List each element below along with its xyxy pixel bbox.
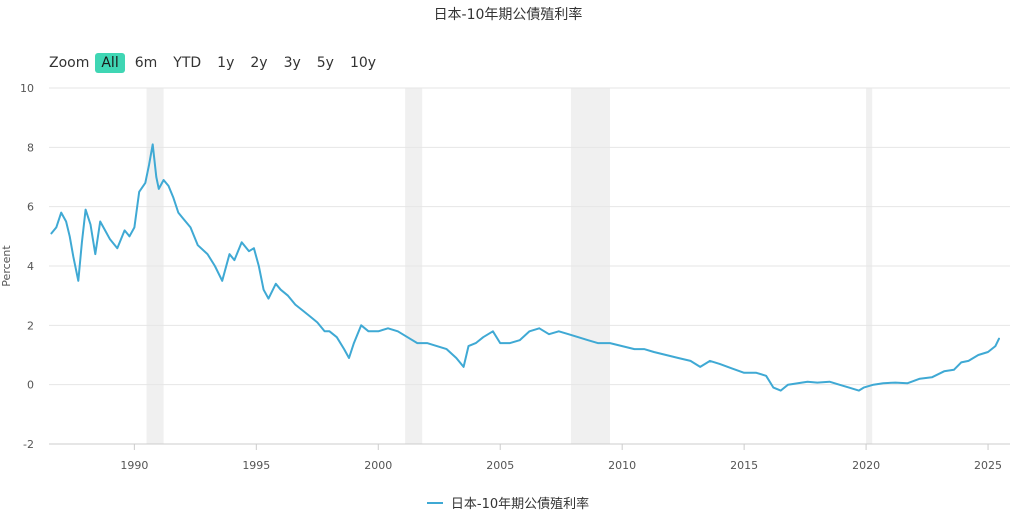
x-tick-label: 2010 — [608, 459, 636, 472]
series-line[interactable] — [50, 143, 1000, 392]
zoom-button-1y[interactable]: 1y — [217, 55, 235, 71]
zoom-selector: Zoom All 6m YTD 1y 2y 3y 5y 10y — [49, 53, 386, 73]
x-tick-label: 2000 — [364, 459, 392, 472]
y-tick-label: 0 — [27, 379, 34, 392]
chart-title: 日本-10年期公債殖利率 — [433, 7, 583, 23]
zoom-button-2y[interactable]: 2y — [250, 55, 268, 71]
x-tick-label: 2015 — [730, 459, 758, 472]
legend-label[interactable]: 日本-10年期公債殖利率 — [450, 497, 590, 512]
x-tick-label: 1990 — [120, 459, 148, 472]
y-tick-label: 8 — [27, 141, 34, 154]
x-tick-label: 2005 — [486, 459, 514, 472]
zoom-button-3y[interactable]: 3y — [283, 55, 301, 71]
y-axis-title: Percent — [0, 245, 13, 287]
series-layer[interactable] — [50, 143, 1000, 392]
zoom-button-all[interactable]: All — [95, 53, 125, 73]
zoom-label: Zoom — [49, 55, 90, 71]
x-axis-ticks: 1990 1995 2000 2005 2010 2015 2020 2025 — [120, 444, 1002, 472]
y-tick-label: -2 — [23, 438, 34, 451]
y-tick-label: 2 — [27, 319, 34, 332]
y-tick-label: 10 — [20, 82, 34, 95]
x-tick-label: 2020 — [852, 459, 880, 472]
x-tick-label: 1995 — [242, 459, 270, 472]
zoom-button-6m[interactable]: 6m — [134, 55, 158, 71]
legend-swatch — [426, 501, 443, 504]
x-tick-label: 2025 — [974, 459, 1002, 472]
zoom-button-5y[interactable]: 5y — [316, 55, 334, 71]
y-tick-label: 4 — [27, 260, 34, 273]
grid-lines — [49, 87, 1010, 386]
y-tick-label: 6 — [27, 201, 34, 214]
zoom-button-ytd[interactable]: YTD — [173, 55, 202, 71]
y-axis-ticks: -2 0 2 4 6 8 10 — [20, 82, 34, 451]
legend[interactable]: 日本-10年期公債殖利率 — [0, 493, 1016, 512]
zoom-button-10y[interactable]: 10y — [349, 55, 377, 71]
